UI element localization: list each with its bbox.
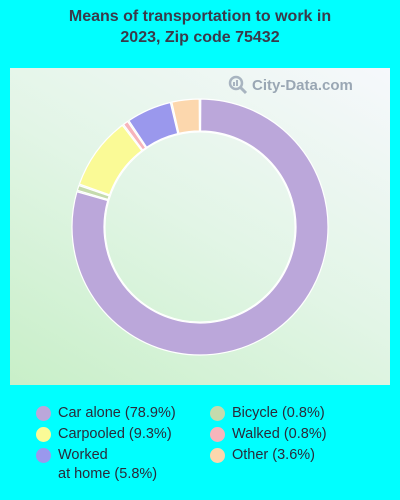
legend-swatch xyxy=(210,448,225,463)
legend-item: Bicycle (0.8%) xyxy=(210,404,325,423)
donut-slice xyxy=(128,101,179,149)
legend-item: Worked at home (5.8%) xyxy=(36,446,157,484)
watermark: City-Data.com xyxy=(228,74,353,96)
donut-slice xyxy=(171,98,201,135)
legend-swatch xyxy=(36,427,51,442)
legend-label: Carpooled (9.3%) xyxy=(58,426,172,442)
chart-title-line-2: 2023, Zip code 75432 xyxy=(120,29,280,46)
legend-label: Walked (0.8%) xyxy=(232,426,327,442)
legend-label: Bicycle (0.8%) xyxy=(232,405,325,421)
legend-swatch xyxy=(36,448,51,463)
legend-label: Car alone (78.9%) xyxy=(58,405,176,421)
chart-title-line-1: Means of transportation to work in xyxy=(68,8,332,25)
legend-item: Other (3.6%) xyxy=(210,446,315,465)
legend-swatch xyxy=(210,427,225,442)
donut-slice xyxy=(71,98,329,356)
legend-swatch xyxy=(36,406,51,421)
magnifier-icon xyxy=(228,75,248,95)
donut-slice xyxy=(78,124,143,196)
donut-hole-edge xyxy=(104,131,296,323)
donut-slice xyxy=(76,184,110,201)
legend-item: Carpooled (9.3%) xyxy=(36,425,172,444)
legend-label: Other (3.6%) xyxy=(232,447,315,463)
legend-item: Car alone (78.9%) xyxy=(36,404,176,423)
legend-swatch xyxy=(210,406,225,421)
donut-slice xyxy=(122,120,147,151)
chart-title: Means of transportation to work in 2023,… xyxy=(0,6,400,48)
legend-item: Walked (0.8%) xyxy=(210,425,327,444)
watermark-text: City-Data.com xyxy=(252,76,353,94)
legend-label: Worked at home (5.8%) xyxy=(58,447,158,482)
